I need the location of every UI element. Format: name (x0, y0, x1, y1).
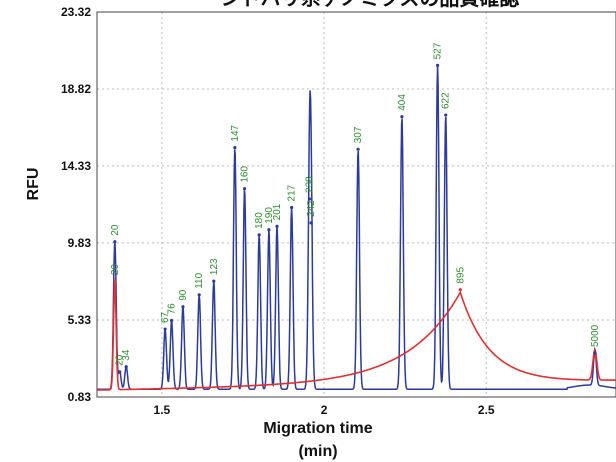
peak-label: 67 (160, 311, 171, 323)
peak-point (593, 351, 597, 355)
plot-frame (96, 11, 616, 398)
peak-label: 160 (240, 166, 251, 183)
peak-label: 217 (287, 184, 298, 201)
x-axis-unit: (min) (298, 443, 337, 460)
peak-point (458, 288, 462, 292)
peak-point (267, 228, 271, 232)
peak-label: 110 (194, 272, 205, 288)
peak-labels: 2020346776901101231471601801902012172382… (110, 42, 601, 366)
peak-point (113, 240, 117, 244)
peak-label: 90 (178, 289, 189, 301)
peak-label: 34 (121, 349, 132, 361)
y-tick-label: 23.32 (61, 5, 91, 19)
y-axis-ticks: 0.83 5.33 9.83 14.33 18.82 23.32 (61, 5, 91, 404)
chart-title: シドバリ系ゲノミクスの品質確認 (221, 0, 520, 10)
peak-point (400, 115, 404, 119)
peak-label: 180 (254, 212, 265, 229)
y-axis-title: RFU (25, 168, 42, 201)
peak-point (212, 279, 216, 283)
peak-point (113, 279, 117, 283)
series-red-trace (97, 283, 616, 391)
y-tick-label: 0.83 (68, 390, 92, 404)
peak-label: 527 (433, 42, 444, 59)
peak-label: 404 (397, 94, 408, 111)
x-tick-label: 2.5 (478, 403, 495, 417)
series-blue-trace (97, 65, 616, 391)
peak-label: 242 (306, 200, 317, 217)
y-tick-label: 14.33 (61, 159, 91, 173)
peak-point (444, 113, 448, 117)
peak-point (181, 305, 185, 309)
peak-point (356, 147, 360, 151)
peak-point (163, 327, 167, 331)
peak-label: 5000 (590, 324, 601, 347)
peak-point (290, 205, 294, 210)
peak-point (242, 187, 247, 191)
peak-point (124, 365, 128, 369)
peak-label: 307 (353, 126, 364, 143)
y-tick-label: 5.33 (68, 313, 92, 327)
peak-label: 20 (110, 224, 121, 236)
peak-label: 20 (115, 354, 126, 366)
peak-point (257, 233, 261, 237)
peak-label: 238 (304, 176, 315, 193)
peak-label: 147 (230, 124, 241, 141)
peak-label: 76 (167, 303, 178, 315)
peak-point (118, 370, 122, 374)
peak-label: 895 (455, 267, 466, 284)
peak-point (309, 221, 313, 225)
peak-point (275, 224, 279, 228)
x-axis-title: Migration time (263, 420, 372, 437)
peak-point (197, 293, 201, 297)
peak-label: 190 (264, 207, 275, 224)
peak-label: 20 (110, 264, 121, 276)
peak-label: 622 (441, 92, 452, 109)
peak-label: 123 (209, 258, 220, 275)
peak-point (233, 145, 237, 150)
peak-point (593, 354, 597, 359)
peak-point (435, 63, 440, 68)
peak-label: 201 (272, 203, 283, 220)
y-tick-label: 18.82 (61, 82, 91, 96)
x-tick-label: 2 (321, 403, 328, 417)
peak-point (170, 318, 174, 323)
x-axis-ticks: 1.5 2 2.5 (154, 403, 495, 417)
y-tick-label: 9.83 (68, 236, 92, 250)
series-layer (97, 63, 616, 391)
peak-point (307, 197, 312, 201)
x-tick-label: 1.5 (154, 403, 171, 417)
